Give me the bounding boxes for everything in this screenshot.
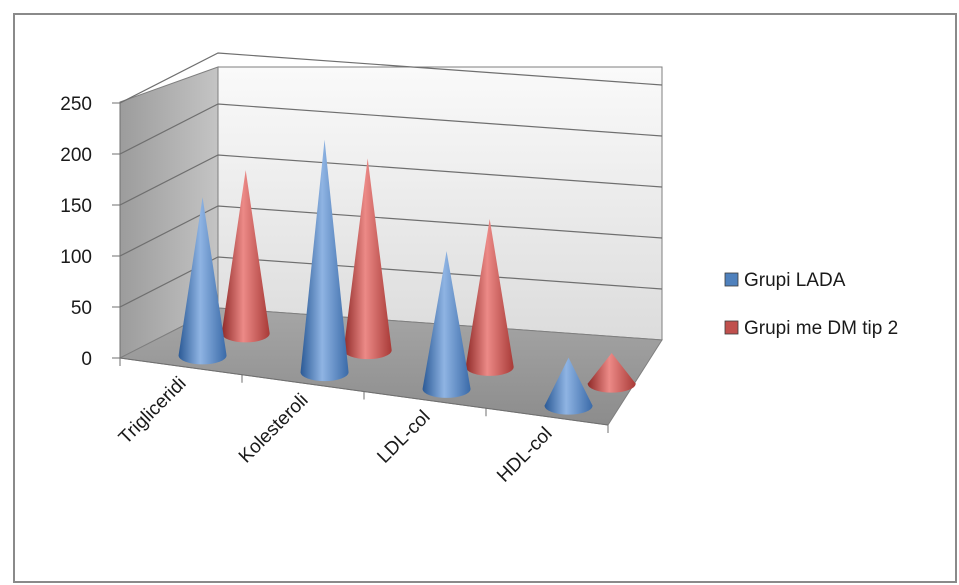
y-tick-label: 200 <box>60 145 92 166</box>
y-tick-label: 250 <box>60 94 92 115</box>
x-tick-label: Trigliceridi <box>115 373 191 449</box>
y-tick-label: 0 <box>81 349 92 370</box>
y-tick-label: 150 <box>60 196 92 217</box>
cone-mark <box>587 353 636 393</box>
x-tick-label: LDL-col <box>373 407 434 468</box>
x-tick-label: Kolesteroli <box>235 390 313 468</box>
cone-mark <box>300 139 349 382</box>
cone-mark <box>544 357 593 415</box>
cone-mark <box>221 170 270 343</box>
legend-label: Grupi LADA <box>744 270 846 291</box>
gridline <box>119 52 663 104</box>
legend: Grupi LADA Grupi me DM tip 2 <box>724 270 898 339</box>
gridline <box>119 154 663 206</box>
gridline <box>119 103 663 155</box>
y-tick-label: 50 <box>71 298 92 319</box>
gridlines <box>119 52 663 308</box>
cone-marks <box>178 139 636 415</box>
gridline <box>119 205 663 257</box>
legend-swatch <box>724 272 739 287</box>
cone-mark <box>465 218 514 376</box>
x-tick-label: HDL-col <box>493 423 556 486</box>
legend-label: Grupi me DM tip 2 <box>744 318 898 339</box>
gridline <box>119 256 663 308</box>
cone-mark <box>343 158 392 360</box>
y-tick-label: 100 <box>60 247 92 268</box>
cone-mark <box>422 251 471 398</box>
cone-mark <box>178 197 227 365</box>
y-axis: 0 50 100 150 200 250 <box>60 94 121 370</box>
legend-swatch <box>724 320 739 335</box>
